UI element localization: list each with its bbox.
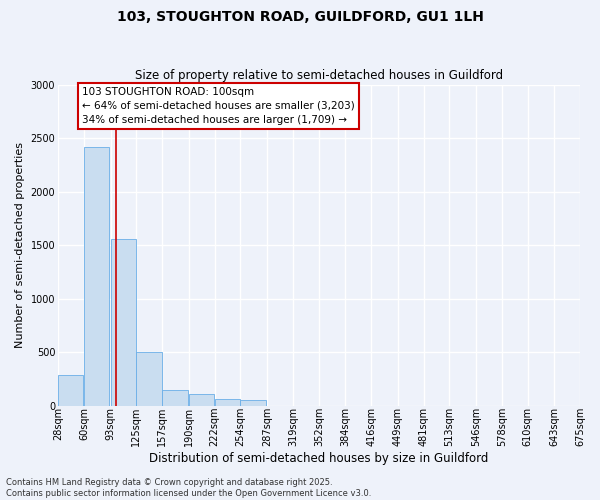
Bar (241, 400, 266, 406)
Bar (84, 146, 109, 406)
Bar (189, 394, 214, 406)
Title: Size of property relative to semi-detached houses in Guildford: Size of property relative to semi-detach… (135, 69, 503, 82)
Text: Contains HM Land Registry data © Crown copyright and database right 2025.
Contai: Contains HM Land Registry data © Crown c… (6, 478, 371, 498)
Bar (58, 374, 83, 406)
Bar (110, 239, 136, 406)
Text: 103 STOUGHTON ROAD: 100sqm
← 64% of semi-detached houses are smaller (3,203)
34%: 103 STOUGHTON ROAD: 100sqm ← 64% of semi… (82, 86, 355, 124)
Y-axis label: Number of semi-detached properties: Number of semi-detached properties (15, 142, 25, 348)
X-axis label: Distribution of semi-detached houses by size in Guildford: Distribution of semi-detached houses by … (149, 452, 489, 465)
Text: 103, STOUGHTON ROAD, GUILDFORD, GU1 1LH: 103, STOUGHTON ROAD, GUILDFORD, GU1 1LH (116, 10, 484, 24)
Bar (215, 399, 240, 406)
Bar (162, 390, 188, 406)
Bar (136, 352, 162, 406)
